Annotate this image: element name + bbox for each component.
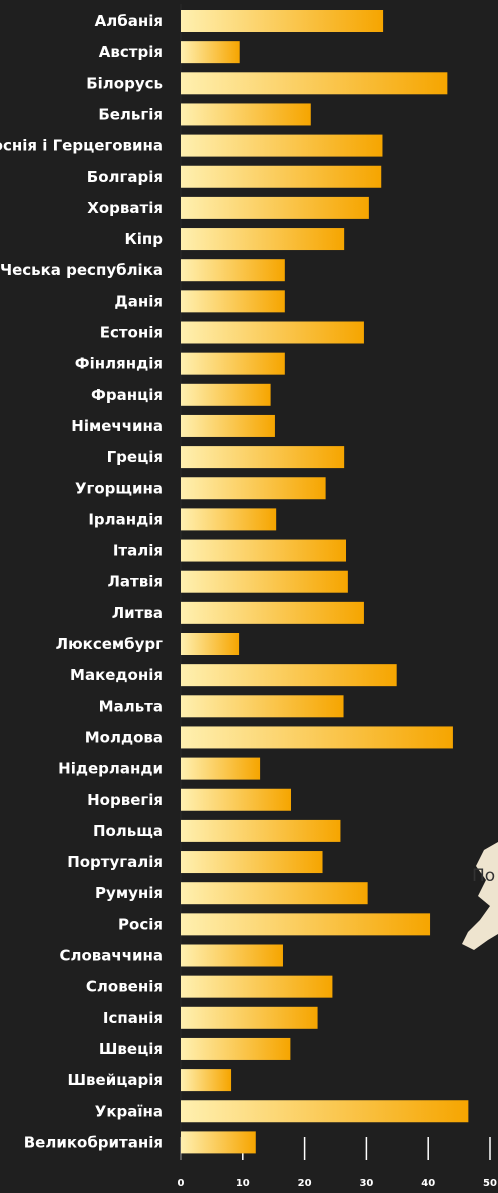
bars [181, 10, 469, 1154]
bar [181, 726, 453, 749]
category-label: Швеція [99, 1040, 163, 1058]
category-label: Македонія [70, 666, 163, 684]
bar [181, 196, 369, 219]
category-label: Латвія [107, 573, 163, 591]
category-label: Люксембург [56, 635, 164, 653]
category-label: Чеська республіка [0, 261, 163, 279]
category-label: Нідерланди [58, 760, 163, 778]
x-tick-label: 0 [178, 1178, 185, 1189]
x-axis-ticks: 0 10 20 30 40 50 [178, 1178, 497, 1189]
bar [181, 664, 397, 687]
bar [181, 695, 344, 718]
category-label: Польща [93, 822, 163, 840]
bar [181, 10, 384, 32]
bar [181, 819, 341, 842]
bar [181, 321, 364, 344]
category-label: Україна [95, 1102, 163, 1120]
bar [181, 508, 277, 531]
bar [181, 352, 285, 375]
category-label: Норвегія [87, 791, 163, 809]
category-label: Великобританія [24, 1133, 163, 1151]
category-label: Швейцарія [68, 1071, 163, 1089]
bar [181, 477, 326, 500]
category-label: Болгарія [87, 168, 163, 186]
category-label: Білорусь [86, 74, 163, 92]
bar [181, 134, 383, 157]
bar [181, 1131, 256, 1154]
category-label: Ірландія [88, 510, 163, 528]
map-fragment: По [462, 842, 498, 950]
category-label: Боснія і Герцеговина [0, 137, 163, 155]
category-label: Франція [91, 386, 163, 404]
bar [181, 975, 333, 998]
category-label: Словаччина [59, 947, 163, 965]
category-label: Греція [107, 448, 163, 466]
x-tick-label: 50 [483, 1178, 497, 1189]
bar [181, 601, 364, 624]
bar [181, 851, 323, 874]
bar [181, 944, 283, 967]
x-tick-label: 10 [236, 1178, 250, 1189]
bar [181, 383, 271, 406]
category-label: Естонія [100, 324, 163, 342]
map-overlay-text: По [472, 866, 495, 886]
bar [181, 633, 240, 655]
category-label: Угорщина [75, 479, 163, 497]
category-label: Данія [114, 292, 163, 310]
bar [181, 913, 431, 936]
bar [181, 290, 285, 313]
category-label: Італія [113, 542, 163, 560]
category-label: Росія [118, 915, 163, 933]
category-label: Австрія [99, 43, 163, 61]
category-label: Словенія [86, 978, 163, 996]
category-label: Кіпр [124, 230, 163, 248]
category-labels: Албанія Австрія Білорусь Бельгія Боснія і Ге… [0, 12, 163, 1151]
category-label: Німеччина [71, 417, 163, 435]
category-label: Литва [112, 604, 163, 622]
bar [181, 570, 348, 593]
category-label: Іспанія [103, 1009, 163, 1027]
bar [181, 228, 345, 251]
x-tick-label: 30 [359, 1178, 373, 1189]
x-tick-label: 40 [421, 1178, 435, 1189]
bar [181, 1006, 318, 1029]
category-label: Румунія [95, 884, 163, 902]
bar [181, 103, 311, 126]
bar [181, 259, 285, 282]
bar [181, 757, 261, 780]
bar [181, 1069, 232, 1092]
bar [181, 1100, 469, 1123]
bar [181, 414, 275, 437]
x-tick-label: 20 [298, 1178, 312, 1189]
category-label: Молдова [85, 728, 163, 746]
bar [181, 41, 240, 64]
bar [181, 882, 368, 905]
bar [181, 446, 345, 469]
bar [181, 539, 347, 562]
category-label: Мальта [99, 697, 163, 715]
bar [181, 165, 382, 188]
category-label: Португалія [67, 853, 163, 871]
category-label: Албанія [95, 12, 163, 30]
category-label: Фінляндія [75, 355, 163, 373]
bar [181, 1037, 291, 1060]
bar [181, 788, 292, 811]
bar [181, 72, 448, 95]
category-label: Хорватія [87, 199, 163, 217]
category-label: Бельгія [98, 105, 163, 123]
